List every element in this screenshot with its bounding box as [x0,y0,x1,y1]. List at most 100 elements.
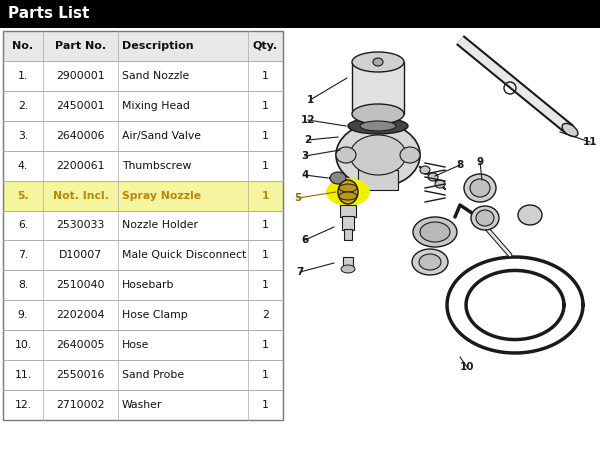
Text: 4.: 4. [18,161,28,171]
Text: Spray Nozzle: Spray Nozzle [122,191,201,201]
Text: Qty.: Qty. [253,41,278,51]
Ellipse shape [352,52,404,72]
Ellipse shape [471,206,499,230]
Text: Part No.: Part No. [55,41,106,51]
Bar [3,31,283,420]
Text: 2200061: 2200061 [56,161,105,171]
Text: 9: 9 [476,157,484,167]
Text: 2: 2 [304,135,311,145]
Ellipse shape [339,192,357,200]
Ellipse shape [341,265,355,273]
Text: 1: 1 [262,131,269,141]
Bar [343,257,353,267]
Bar [3,240,283,270]
Text: 2202004: 2202004 [56,310,105,320]
Text: 9.: 9. [18,310,28,320]
Text: 2450001: 2450001 [56,101,105,111]
Bar [3,211,283,240]
Ellipse shape [350,135,406,175]
Text: Sand Nozzle: Sand Nozzle [122,71,189,81]
Bar [3,61,283,91]
Text: Male Quick Disconnect: Male Quick Disconnect [122,250,246,261]
Ellipse shape [339,184,357,192]
Ellipse shape [435,180,445,188]
Text: 1: 1 [262,370,269,380]
Text: 1: 1 [262,280,269,290]
Text: 11: 11 [583,137,597,147]
Text: Description: Description [122,41,194,51]
Text: 7: 7 [296,267,304,277]
Ellipse shape [400,147,420,163]
Text: 1: 1 [307,95,314,105]
Text: 12.: 12. [14,400,32,410]
Ellipse shape [336,147,356,163]
Text: Hosebarb: Hosebarb [122,280,175,290]
Ellipse shape [348,118,408,134]
Bar [3,270,283,300]
Bar [342,216,354,230]
Text: Hose Clamp: Hose Clamp [122,310,188,320]
Text: D10007: D10007 [59,250,102,261]
Text: 2510040: 2510040 [56,280,105,290]
Text: 8.: 8. [18,280,28,290]
Text: Hose: Hose [122,340,149,350]
Text: 1: 1 [262,161,269,171]
Bar [3,300,283,330]
Ellipse shape [420,166,430,174]
Bar [0,0,600,28]
Ellipse shape [476,210,494,226]
Text: Thumbscrew: Thumbscrew [122,161,191,171]
Text: Sand Probe: Sand Probe [122,370,184,380]
Ellipse shape [413,217,457,247]
Text: 4: 4 [301,170,308,180]
Bar [3,360,283,390]
Text: 1: 1 [262,340,269,350]
Text: 1: 1 [262,71,269,81]
Bar [3,330,283,360]
Ellipse shape [330,172,346,184]
Text: 1.: 1. [18,71,28,81]
Text: Parts List: Parts List [8,6,89,22]
Ellipse shape [420,222,450,242]
Bar [3,390,283,420]
Ellipse shape [562,123,578,137]
Text: 1: 1 [262,220,269,230]
Ellipse shape [464,174,496,202]
Ellipse shape [419,254,441,270]
Bar [358,170,398,190]
Text: 5: 5 [295,193,302,203]
Bar [3,121,283,151]
Text: Washer: Washer [122,400,163,410]
Text: Not. Incl.: Not. Incl. [53,191,109,201]
Text: 12: 12 [301,115,315,125]
Text: 7.: 7. [18,250,28,261]
Ellipse shape [338,180,358,204]
Ellipse shape [336,123,420,187]
Bar [352,62,404,114]
Text: 2900001: 2900001 [56,71,105,81]
Bar [340,205,356,217]
Text: 2.: 2. [18,101,28,111]
Text: 2: 2 [262,310,269,320]
Text: 2710002: 2710002 [56,400,105,410]
Text: 3: 3 [301,151,308,161]
Bar [3,31,283,61]
Text: 1: 1 [262,101,269,111]
Text: 10.: 10. [14,340,32,350]
Text: 1: 1 [262,400,269,410]
Text: 10: 10 [460,362,474,372]
Ellipse shape [360,121,396,131]
Text: 1: 1 [262,191,269,201]
Text: 2550016: 2550016 [56,370,104,380]
Text: 8: 8 [457,160,464,170]
Text: Mixing Head: Mixing Head [122,101,190,111]
Text: 6.: 6. [18,220,28,230]
Text: 2640005: 2640005 [56,340,105,350]
Text: 3.: 3. [18,131,28,141]
Text: 1: 1 [262,250,269,261]
Text: 6: 6 [301,235,308,245]
Text: No.: No. [13,41,34,51]
Ellipse shape [326,178,370,206]
Ellipse shape [373,58,383,66]
Text: Nozzle Holder: Nozzle Holder [122,220,198,230]
